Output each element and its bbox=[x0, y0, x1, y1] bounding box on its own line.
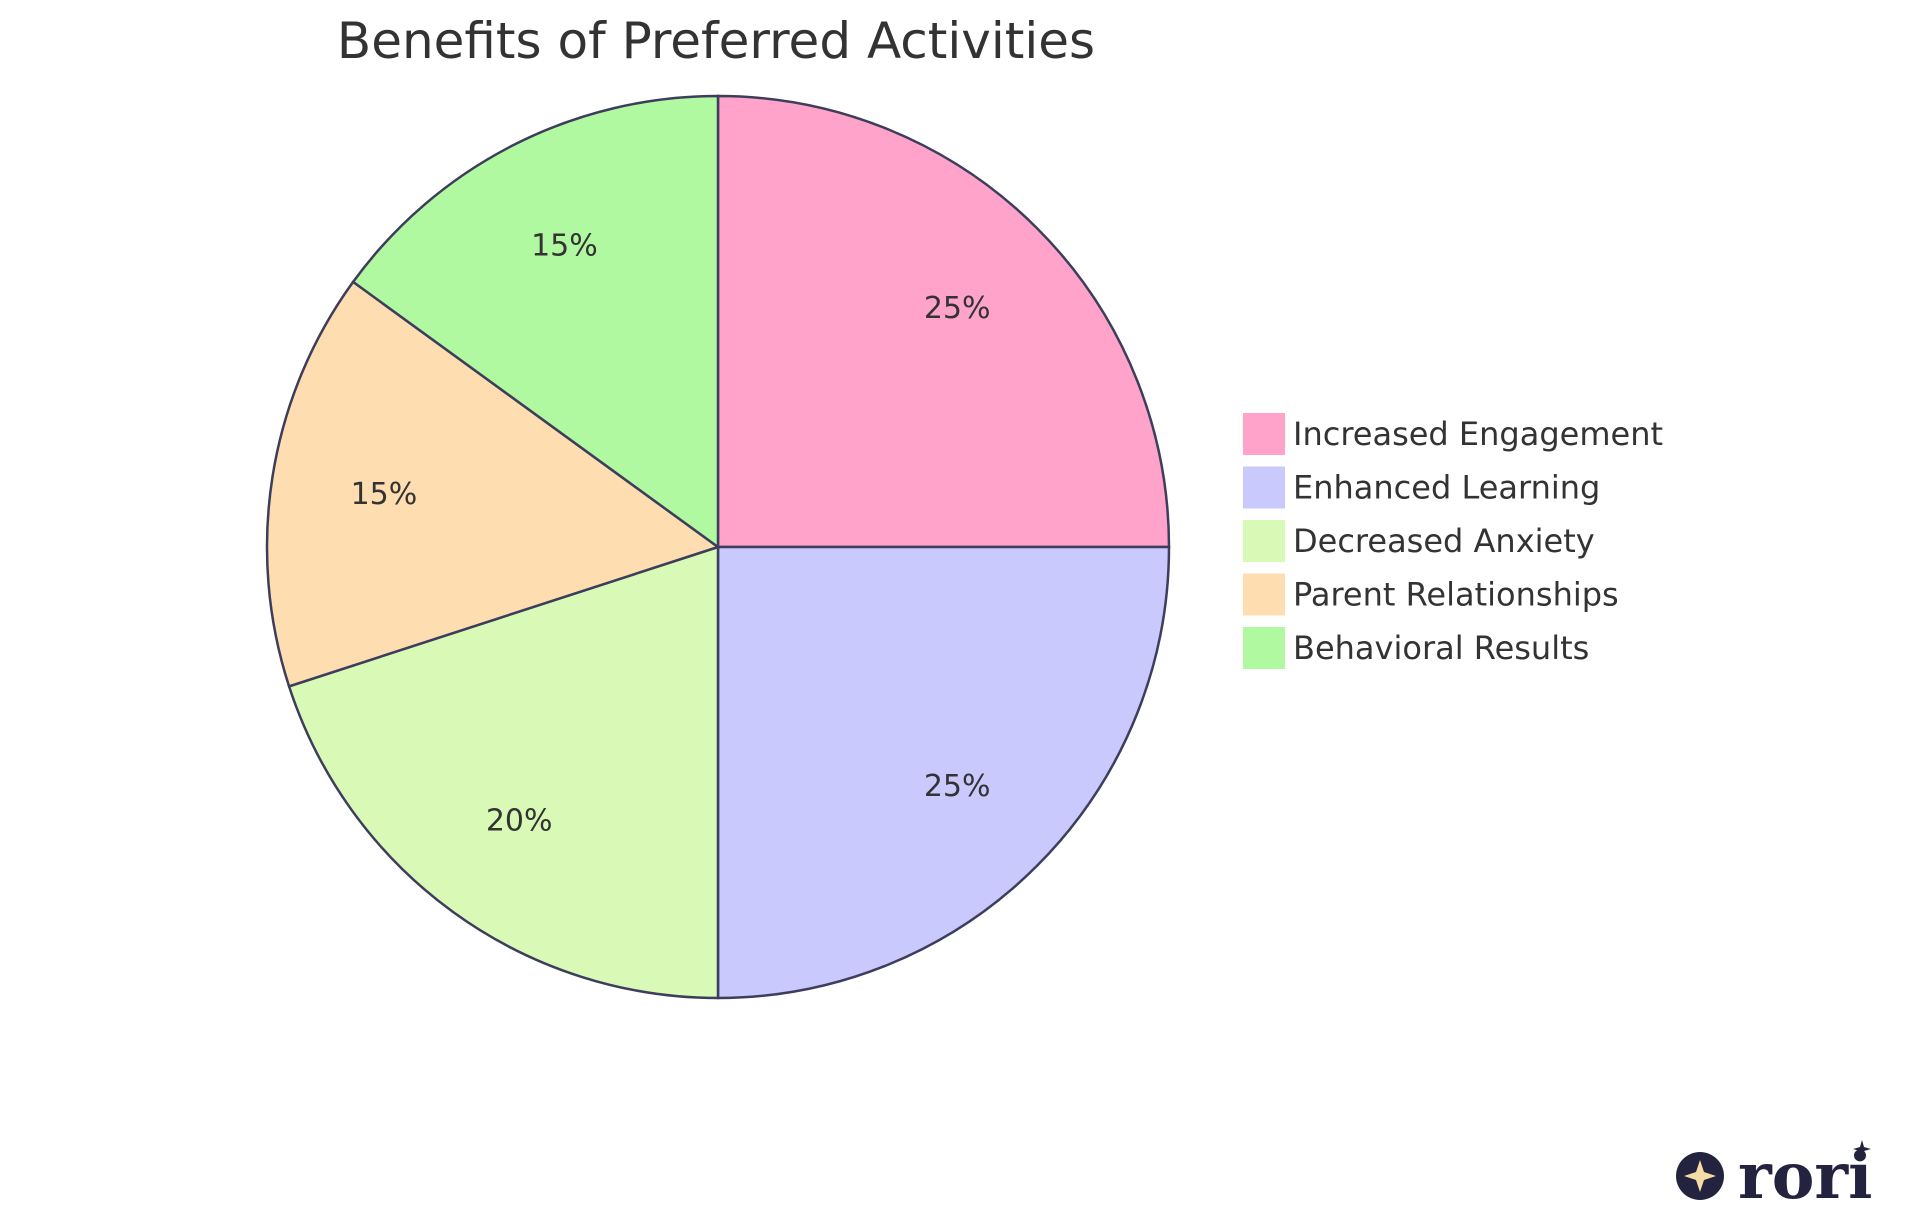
legend-label-1: Enhanced Learning bbox=[1293, 469, 1600, 507]
legend-label-4: Behavioral Results bbox=[1293, 629, 1589, 667]
logo-wordmark: rori bbox=[1738, 1139, 1872, 1214]
pie-slice-1 bbox=[716, 545, 1171, 1000]
pie-slice-3 bbox=[265, 280, 721, 688]
pie-slice-2 bbox=[287, 545, 720, 1000]
legend-label-3: Parent Relationships bbox=[1293, 576, 1619, 614]
legend-swatch-2 bbox=[1241, 518, 1287, 564]
legend-label-2: Decreased Anxiety bbox=[1293, 522, 1595, 560]
slice-label-2: 20% bbox=[486, 804, 553, 839]
slice-labels: 25% 25% 20% 15% 15% bbox=[351, 229, 991, 839]
slice-label-4: 15% bbox=[531, 229, 598, 264]
legend-label-0: Increased Engagement bbox=[1293, 415, 1663, 453]
legend-swatch-1 bbox=[1241, 464, 1287, 511]
logo-star-icon bbox=[1684, 1160, 1716, 1192]
logo-sparkle-icon bbox=[1853, 1140, 1871, 1158]
legend-swatch-3 bbox=[1241, 571, 1287, 618]
slice-label-0: 25% bbox=[924, 291, 991, 326]
legend: Increased Engagement Enhanced Learning Dec… bbox=[1241, 411, 1663, 671]
chart-title: Benefits of Preferred Activities bbox=[337, 12, 1095, 70]
rori-logo: rori bbox=[1676, 1139, 1872, 1214]
pie-slices bbox=[265, 94, 1171, 1000]
legend-swatch-0 bbox=[1241, 411, 1287, 457]
pie-slice-0 bbox=[716, 94, 1171, 549]
slice-label-3: 15% bbox=[351, 477, 418, 512]
slice-label-1: 25% bbox=[924, 769, 991, 804]
pie-slice-4 bbox=[351, 94, 720, 550]
legend-swatch-4 bbox=[1241, 625, 1287, 671]
